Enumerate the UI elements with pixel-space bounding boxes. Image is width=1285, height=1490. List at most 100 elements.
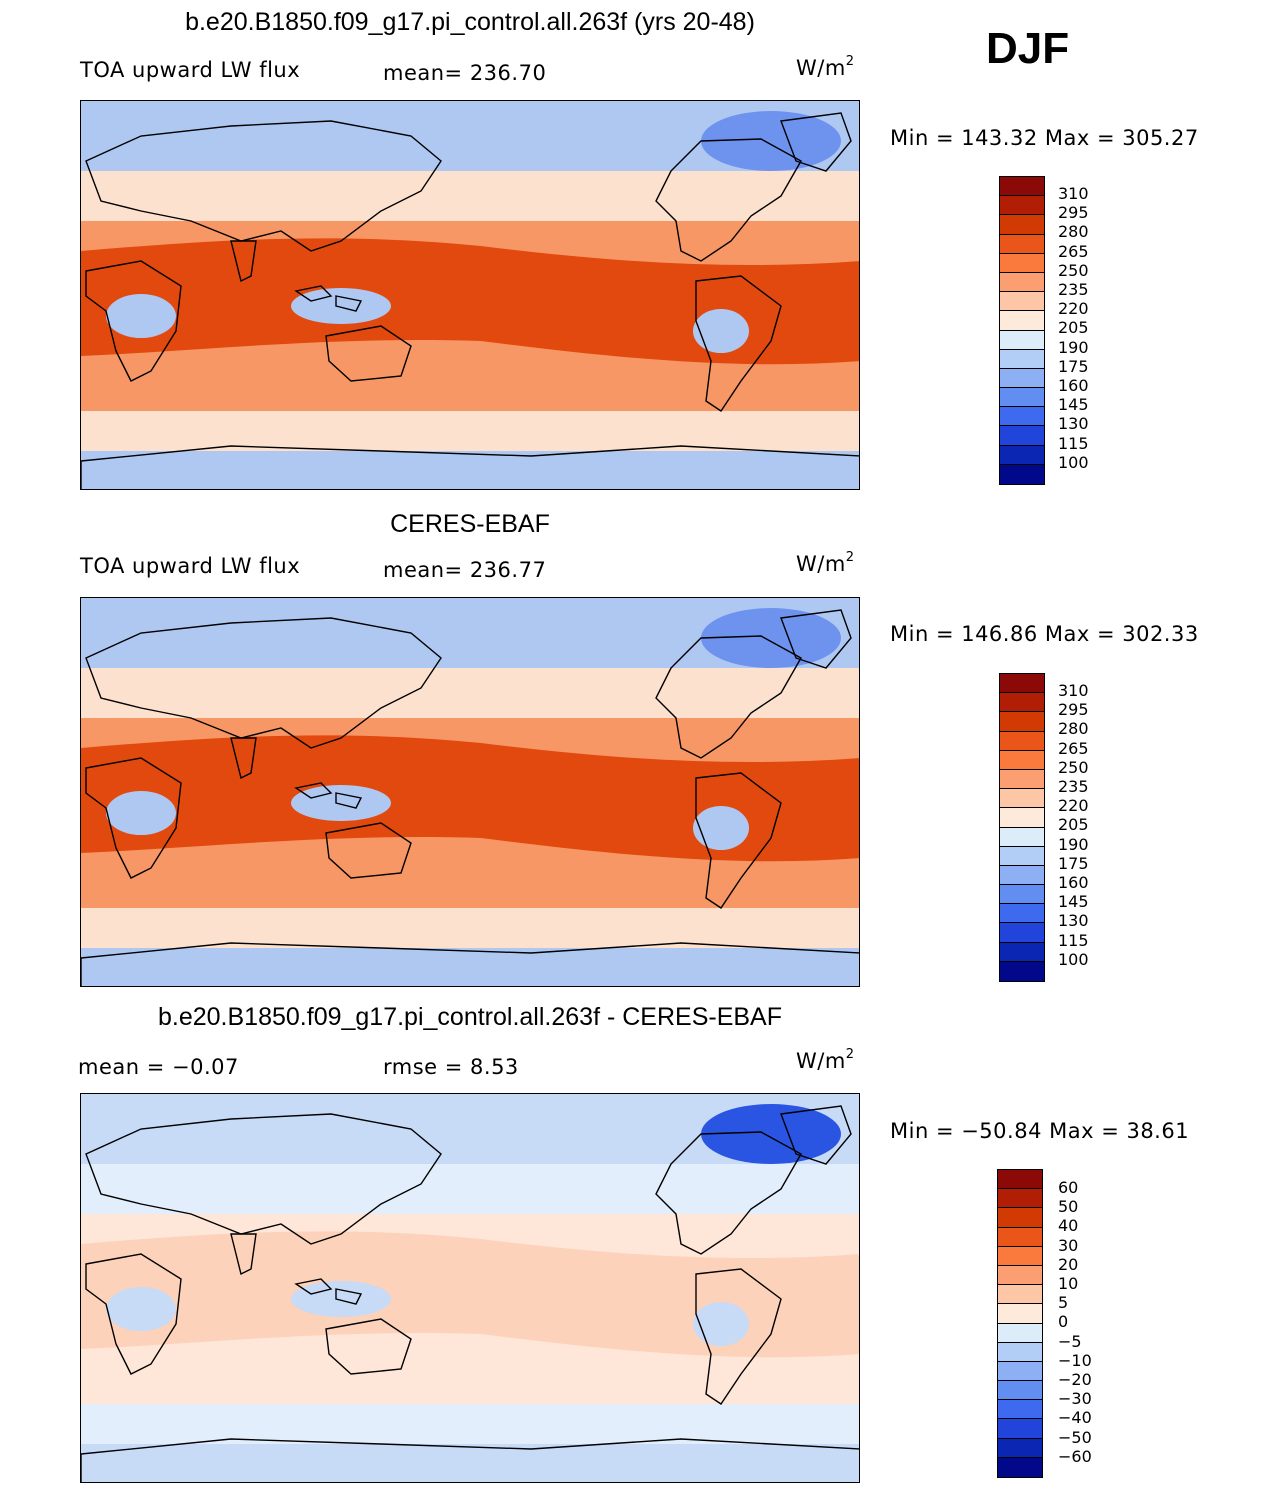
- colorbar-swatch: [1000, 885, 1044, 905]
- colorbar-tick-label: −50: [1058, 1427, 1092, 1447]
- panel-1-colorbar: [999, 176, 1045, 485]
- panel-1-title: b.e20.B1850.f09_g17.pi_control.all.263f …: [185, 8, 755, 36]
- field-cold-spot: [701, 1104, 841, 1164]
- colorbar-tick-label: 190: [1058, 834, 1089, 854]
- field-convective-region: [693, 806, 749, 850]
- coastline: [780, 609, 852, 669]
- colorbar-swatch: [1000, 196, 1044, 216]
- coastline: [85, 617, 442, 749]
- coastline: [325, 822, 412, 879]
- colorbar-swatch: [998, 1170, 1042, 1190]
- colorbar-tick-label: 60: [1058, 1178, 1079, 1197]
- field-convective-region: [291, 288, 391, 324]
- colorbar-tick-label: 175: [1058, 853, 1089, 873]
- colorbar-tick-label: 280: [1058, 719, 1089, 739]
- colorbar-swatch: [1000, 693, 1044, 713]
- colorbar-tick-label: 250: [1058, 260, 1089, 280]
- panel-3-map: [80, 1093, 860, 1483]
- colorbar-tick-label: 175: [1058, 356, 1089, 376]
- colorbar-tick-label: 115: [1058, 930, 1089, 950]
- colorbar-tick-label: 100: [1058, 452, 1089, 472]
- colorbar-tick-label: 235: [1058, 280, 1089, 299]
- field-convective-region: [291, 785, 391, 821]
- colorbar-tick-label: 40: [1058, 1216, 1079, 1236]
- coastline: [780, 1105, 852, 1165]
- colorbar-tick-label: 205: [1058, 815, 1089, 835]
- coastline: [85, 120, 442, 252]
- colorbar-swatch: [1000, 234, 1044, 254]
- colorbar-tick-label: 280: [1058, 222, 1089, 242]
- colorbar-tick-label: 145: [1058, 892, 1089, 912]
- colorbar-tick-label: 10: [1058, 1274, 1079, 1293]
- panel-2-variable-label: TOA upward LW flux: [80, 554, 301, 578]
- colorbar-swatch: [1000, 961, 1044, 981]
- colorbar-tick-label: 30: [1058, 1235, 1079, 1255]
- panel-1-map: [80, 100, 860, 490]
- coastline: [85, 260, 182, 382]
- coastline: [695, 275, 782, 412]
- colorbar-swatch: [1000, 846, 1044, 866]
- panel-1-units: W/m2: [796, 54, 855, 80]
- field-convective-region: [106, 294, 176, 338]
- panel-3-minmax: Min = −50.84 Max = 38.61: [890, 1119, 1190, 1143]
- colorbar-tick-label: 250: [1058, 757, 1089, 777]
- coastline: [655, 635, 802, 759]
- coastline: [81, 1438, 859, 1482]
- panel-1-variable-label: TOA upward LW flux: [80, 58, 301, 82]
- colorbar-swatch: [1000, 311, 1044, 331]
- season-label: DJF: [986, 24, 1070, 73]
- field-convective-region: [693, 1302, 749, 1346]
- colorbar-tick-label: 145: [1058, 395, 1089, 415]
- colorbar-tick-label: 115: [1058, 433, 1089, 453]
- colorbar-tick-label: 235: [1058, 777, 1089, 796]
- colorbar-tick-label: 265: [1058, 738, 1089, 758]
- colorbar-swatch: [1000, 330, 1044, 350]
- colorbar-swatch: [1000, 827, 1044, 847]
- colorbar-swatch: [1000, 368, 1044, 389]
- colorbar-swatch: [1000, 769, 1044, 790]
- colorbar-swatch: [1000, 253, 1044, 273]
- colorbar-swatch: [1000, 464, 1044, 484]
- panel-3-map-graphic: [81, 1094, 859, 1482]
- coastline: [655, 1131, 802, 1255]
- colorbar-swatch: [998, 1323, 1042, 1343]
- colorbar-swatch: [1000, 865, 1044, 886]
- panel-3-title: b.e20.B1850.f09_g17.pi_control.all.263f …: [158, 1003, 782, 1031]
- colorbar-swatch: [998, 1457, 1042, 1477]
- panel-2-minmax: Min = 146.86 Max = 302.33: [890, 622, 1199, 646]
- field-tropics: [81, 238, 859, 365]
- panel-3-rmse-label: rmse = 8.53: [383, 1055, 519, 1079]
- colorbar-swatch: [998, 1438, 1042, 1458]
- colorbar-swatch: [1000, 292, 1044, 312]
- colorbar-tick-label: 0: [1058, 1312, 1069, 1332]
- panel-2-title: CERES-EBAF: [390, 510, 550, 538]
- colorbar-swatch: [998, 1381, 1042, 1401]
- colorbar-tick-label: 295: [1058, 203, 1089, 223]
- colorbar-tick-label: 130: [1058, 911, 1089, 931]
- colorbar-tick-label: −40: [1058, 1408, 1092, 1428]
- colorbar-tick-label: 160: [1058, 873, 1089, 892]
- colorbar-tick-label: 50: [1058, 1197, 1079, 1217]
- panel-1-map-graphic: [81, 101, 859, 489]
- panel-3-colorbar: [997, 1169, 1043, 1478]
- colorbar-tick-label: 295: [1058, 700, 1089, 720]
- colorbar-tick-label: 265: [1058, 241, 1089, 261]
- coastline: [294, 782, 363, 809]
- coastline: [294, 1278, 363, 1305]
- colorbar-swatch: [1000, 923, 1044, 943]
- colorbar-swatch: [1000, 349, 1044, 369]
- colorbar-swatch: [998, 1400, 1042, 1420]
- colorbar-tick-label: 5: [1058, 1293, 1069, 1313]
- coastline: [85, 1253, 182, 1375]
- field-convective-region: [106, 1287, 176, 1331]
- colorbar-swatch: [1000, 272, 1044, 293]
- colorbar-swatch: [1000, 942, 1044, 962]
- colorbar-swatch: [1000, 445, 1044, 465]
- coastline: [325, 325, 412, 382]
- coastline: [230, 1233, 257, 1276]
- colorbar-swatch: [998, 1419, 1042, 1439]
- colorbar-tick-label: −5: [1058, 1331, 1082, 1351]
- panel-2-map: [80, 597, 860, 987]
- colorbar-swatch: [998, 1208, 1042, 1228]
- field-cold-spot: [701, 608, 841, 668]
